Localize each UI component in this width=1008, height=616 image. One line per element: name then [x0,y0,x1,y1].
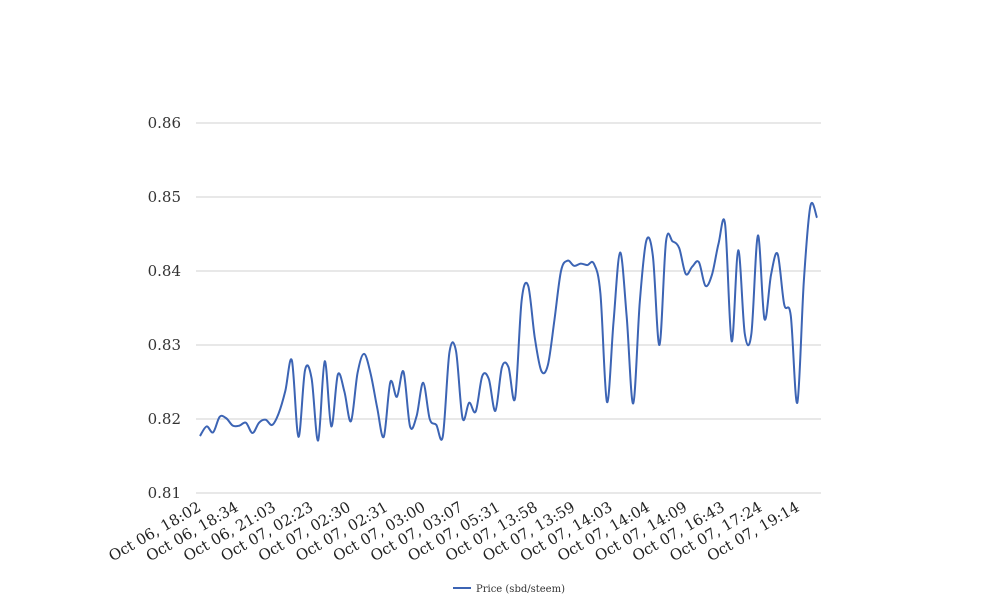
legend-label: Price (sbd/steem) [476,584,565,595]
y-tick-label: 0.83 [148,336,181,354]
y-tick-label: 0.84 [148,262,181,280]
y-tick-label: 0.82 [148,410,181,428]
gridlines [196,122,821,494]
y-tick-label: 0.81 [148,484,181,502]
series-layer [199,202,818,442]
y-tick-label: 0.86 [148,114,181,132]
y-axis-ticks: 0.81 0.82 0.83 0.84 0.85 0.86 [148,114,181,502]
legend: Price (sbd/steem) [453,584,565,595]
series-line-price [199,202,818,442]
y-tick-label: 0.85 [148,188,181,206]
